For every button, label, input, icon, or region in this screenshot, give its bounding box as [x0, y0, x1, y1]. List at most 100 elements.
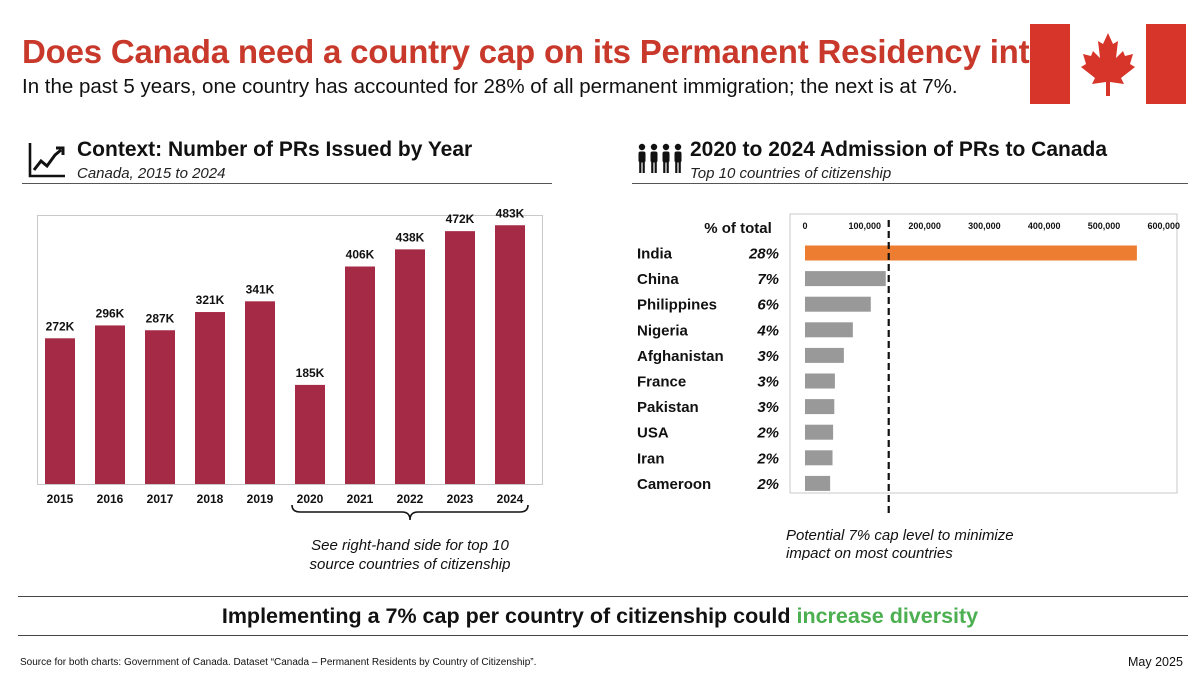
date-label: May 2025: [1128, 655, 1183, 669]
x-tick-200,000: 200,000: [908, 221, 941, 231]
page-title: Does Canada need a country cap on its Pe…: [22, 33, 1104, 70]
left-section-header: Context: Number of PRs Issued by Year Ca…: [77, 138, 472, 182]
x-tick-0: 0: [802, 221, 807, 231]
pct-label-nigeria: 4%: [756, 322, 779, 339]
plot-frame: [789, 213, 1178, 494]
bar-label-2015: 272K: [46, 319, 75, 333]
bar-2024: [495, 225, 525, 484]
left-section-subtitle: Canada, 2015 to 2024: [77, 165, 226, 182]
bar-2019: [245, 301, 275, 484]
country-label-pakistan: Pakistan: [637, 399, 699, 416]
left-section-rule: [22, 183, 552, 184]
country-label-china: China: [637, 271, 679, 288]
right-section-rule: [632, 183, 1188, 184]
left-chart-frame: [37, 215, 543, 485]
bar-india: [805, 245, 1137, 261]
bar-2015: [45, 338, 75, 484]
bar-label-2018: 321K: [196, 293, 225, 307]
right-section-header: 2020 to 2024 Admission of PRs to Canada …: [690, 138, 1107, 182]
country-label-france: France: [637, 374, 686, 391]
bracket-note-line-2: source countries of citizenship: [310, 556, 511, 573]
pct-label-pakistan: 3%: [757, 399, 779, 416]
bar-2023: [445, 231, 475, 484]
country-label-afghanistan: Afghanistan: [637, 348, 724, 365]
pct-label-iran: 2%: [756, 450, 779, 467]
bar-label-2024: 483K: [496, 206, 525, 220]
year-label-2020: 2020: [297, 492, 324, 506]
year-label-2015: 2015: [47, 492, 74, 506]
bracket-brace: [291, 504, 529, 521]
conclusion-message: Implementing a 7% cap per country of cit…: [0, 604, 1200, 629]
pct-label-france: 3%: [757, 374, 779, 391]
bracket-note-line-1: See right-hand side for top 10: [311, 537, 509, 554]
bracket-note: See right-hand side for top 10 source co…: [310, 537, 511, 573]
year-label-2021: 2021: [347, 492, 374, 506]
conclusion-highlight: increase diversity: [796, 604, 979, 628]
x-tick-300,000: 300,000: [968, 221, 1001, 231]
left-section-title: Context: Number of PRs Issued by Year: [77, 138, 473, 161]
country-label-nigeria: Nigeria: [637, 322, 689, 339]
bar-philippines: [805, 296, 871, 312]
maple-leaf-icon: [1081, 33, 1135, 96]
pct-label-usa: 2%: [756, 425, 779, 442]
x-tick-500,000: 500,000: [1088, 221, 1121, 231]
bar-afghanistan: [805, 347, 844, 363]
source-note: Source for both charts: Government of Ca…: [20, 657, 537, 668]
canada-flag-icon: [1030, 24, 1186, 104]
country-citizenship-chart: % of total Potential 7% cap level to min…: [637, 213, 1181, 560]
bar-label-2019: 341K: [246, 282, 275, 296]
page-subtitle: In the past 5 years, one country has acc…: [22, 75, 958, 98]
x-tick-600,000: 600,000: [1148, 221, 1181, 231]
bar-label-2022: 438K: [396, 230, 425, 244]
x-tick-400,000: 400,000: [1028, 221, 1061, 231]
pct-label-philippines: 6%: [757, 297, 779, 314]
x-tick-100,000: 100,000: [849, 221, 882, 231]
year-label-2017: 2017: [147, 492, 174, 506]
year-label-2023: 2023: [447, 492, 474, 506]
conclusion-text: Implementing a 7% cap per country of cit…: [221, 604, 797, 628]
right-section-subtitle: Top 10 countries of citizenship: [690, 165, 892, 182]
footer-bottom-rule: [18, 635, 1188, 636]
bar-usa: [805, 424, 834, 440]
bar-2018: [195, 312, 225, 484]
bar-iran: [805, 450, 833, 466]
people-group-icon: [638, 143, 682, 173]
bar-label-2016: 296K: [96, 306, 125, 320]
bar-china: [805, 271, 886, 287]
flag-center-field: [1070, 24, 1146, 104]
year-label-2024: 2024: [497, 492, 524, 506]
cap-note-line-2: impact on most countries: [786, 545, 953, 560]
country-label-cameroon: Cameroon: [637, 476, 711, 493]
pct-label-afghanistan: 3%: [757, 348, 779, 365]
year-label-2016: 2016: [97, 492, 124, 506]
bar-pakistan: [805, 399, 835, 415]
country-label-iran: Iran: [637, 450, 665, 467]
pct-label-cameroon: 2%: [756, 476, 779, 493]
cap-note-line-1: Potential 7% cap level to minimize: [786, 527, 1014, 544]
country-label-usa: USA: [637, 425, 669, 442]
country-label-india: India: [637, 246, 673, 263]
right-section-title: 2020 to 2024 Admission of PRs to Canada: [690, 138, 1108, 161]
bar-2020: [295, 384, 325, 484]
line-chart-icon: [28, 143, 65, 178]
year-label-2022: 2022: [397, 492, 424, 506]
bar-2022: [395, 249, 425, 484]
bar-2021: [345, 266, 375, 484]
bar-label-2021: 406K: [346, 248, 375, 262]
year-label-2018: 2018: [197, 492, 224, 506]
pct-header: % of total: [704, 220, 772, 237]
bar-2017: [145, 330, 175, 484]
flag-left-band: [1030, 24, 1070, 104]
footer-top-rule: [18, 596, 1188, 597]
bar-2016: [95, 325, 125, 484]
pct-label-india: 28%: [748, 246, 779, 263]
year-label-2019: 2019: [247, 492, 274, 506]
bar-label-2017: 287K: [146, 311, 175, 325]
bar-label-2023: 472K: [446, 212, 475, 226]
pct-label-china: 7%: [757, 271, 779, 288]
bar-cameroon: [805, 475, 831, 491]
bar-label-2020: 185K: [296, 366, 325, 380]
bar-nigeria: [805, 322, 853, 338]
country-label-philippines: Philippines: [637, 297, 717, 314]
flag-right-band: [1146, 24, 1186, 104]
